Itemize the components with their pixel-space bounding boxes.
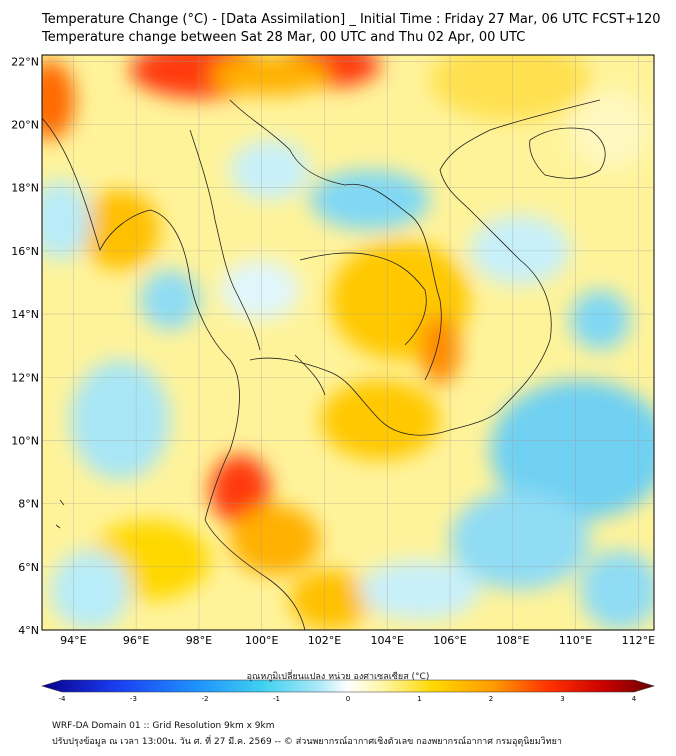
latitude-tick-labels: 22°N 20°N 18°N 16°N 14°N 12°N 10°N 8°N 6°N 4°N xyxy=(11,55,39,637)
footer-model-info: WRF-DA Domain 01 :: Grid Resolution 9km … xyxy=(52,721,275,731)
latitude-tick-label: 14°N xyxy=(11,308,39,321)
latitude-tick-label: 10°N xyxy=(11,434,39,447)
latitude-tick-label: 20°N xyxy=(11,119,39,132)
coastline-borders xyxy=(42,99,606,630)
latitude-tick-label: 18°N xyxy=(11,182,39,195)
longitude-tick-label: 100°E xyxy=(245,634,278,647)
map-frame xyxy=(41,54,655,631)
colorbar-tick-label: 1 xyxy=(417,695,421,703)
colorbar-tick-label: -1 xyxy=(273,695,280,703)
colorbar-tick-label: -2 xyxy=(202,695,209,703)
colorbar-ticks: -4 -3 -2 -1 0 1 2 3 4 xyxy=(59,695,637,703)
latitude-tick-label: 6°N xyxy=(18,561,39,574)
map-title: Temperature Change (°C) - [Data Assimila… xyxy=(42,12,661,27)
temperature-field xyxy=(42,55,654,630)
longitude-tick-label: 110°E xyxy=(559,634,592,647)
colorbar-tick-label: 3 xyxy=(560,695,564,703)
longitude-tick-label: 106°E xyxy=(433,634,466,647)
colorbar-tick-label: 4 xyxy=(632,695,637,703)
footer-credits: ปรับปรุงข้อมูล ณ เวลา 13:00น. วัน ศ. ที่… xyxy=(52,737,562,747)
longitude-tick-label: 98°E xyxy=(186,634,212,647)
latitude-tick-label: 8°N xyxy=(18,498,39,511)
longitude-tick-labels: 94°E 96°E 98°E 100°E 102°E 104°E 106°E 108°E 110… xyxy=(60,634,655,647)
colorbar-tick-label: -3 xyxy=(130,695,137,703)
map-gridlines xyxy=(42,55,654,630)
latitude-tick-label: 4°N xyxy=(18,624,39,637)
latitude-tick-label: 22°N xyxy=(11,55,39,68)
longitude-tick-label: 96°E xyxy=(123,634,149,647)
longitude-tick-label: 94°E xyxy=(60,634,86,647)
map-subtitle: Temperature change between Sat 28 Mar, 0… xyxy=(42,30,526,45)
longitude-tick-label: 108°E xyxy=(496,634,529,647)
longitude-tick-label: 102°E xyxy=(308,634,341,647)
longitude-tick-label: 112°E xyxy=(622,634,655,647)
latitude-tick-label: 16°N xyxy=(11,245,39,258)
colorbar: -4 -3 -2 -1 0 1 2 3 4 xyxy=(40,679,656,703)
latitude-tick-label: 12°N xyxy=(11,371,39,384)
colorbar-tick-label: 2 xyxy=(489,695,493,703)
colorbar-tick-label: 0 xyxy=(346,695,350,703)
longitude-tick-label: 104°E xyxy=(371,634,404,647)
colorbar-tick-label: -4 xyxy=(59,695,67,703)
colorbar-title: อุณหภูมิเปลี่ยนแปลง หน่วย องศาเซลเซียส (… xyxy=(246,672,430,682)
